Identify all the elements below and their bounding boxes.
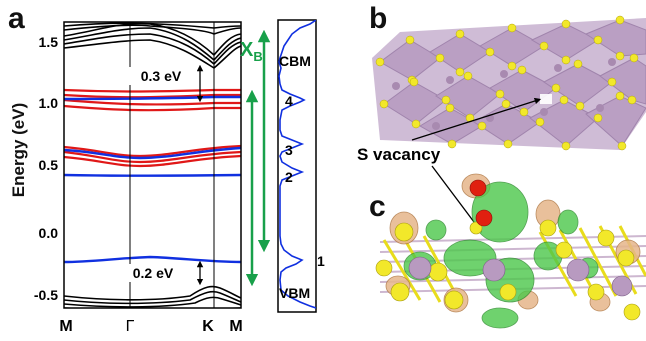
dos-label-cbm: CBM	[279, 53, 311, 69]
panel-label-c: c	[369, 190, 386, 223]
panel-label-a: a	[8, 2, 25, 35]
dos-curve	[278, 20, 316, 309]
structure-c	[375, 173, 646, 329]
x-tick-label-m1: M	[59, 318, 72, 335]
dos-peak-1: 1	[317, 253, 325, 269]
transition-label-main: X	[240, 39, 254, 61]
x-tick-label-k: K	[202, 318, 214, 335]
y-tick-label: 0.5	[39, 157, 59, 173]
band-plot-frame	[63, 21, 242, 309]
red-defect-bands	[64, 88, 241, 168]
y-tick-label: -0.5	[34, 287, 58, 303]
transition-label: XB	[240, 39, 263, 64]
annotation-0-3ev: 0.3 eV	[141, 68, 182, 84]
valence-bands	[64, 285, 241, 308]
blue-defect-bands	[64, 95, 241, 264]
vacancy-arrow-c	[431, 165, 482, 233]
y-tick-label: 1.5	[39, 34, 59, 50]
x-tick-label-m2: M	[229, 318, 242, 335]
conduction-bands	[64, 22, 241, 69]
dos-peak-2: 2	[285, 169, 293, 185]
panel-label-b: b	[369, 2, 388, 35]
s-vacancy-label: S vacancy	[357, 145, 441, 164]
y-tick-label: 1.0	[39, 95, 59, 111]
x-tick-label-gamma: Γ	[126, 318, 135, 335]
dos-peak-4: 4	[285, 93, 293, 109]
transition-label-sub: B	[253, 49, 262, 64]
y-tick-label: 0.0	[39, 225, 59, 241]
vacancy-arrow-b	[411, 97, 542, 141]
structure-b	[372, 15, 646, 151]
dos-peak-3: 3	[285, 142, 293, 158]
dos-label-vbm: VBM	[279, 285, 310, 301]
annotation-0-2ev: 0.2 eV	[133, 265, 174, 281]
bands-group	[64, 22, 241, 308]
y-axis-label: Energy (eV)	[9, 103, 28, 197]
